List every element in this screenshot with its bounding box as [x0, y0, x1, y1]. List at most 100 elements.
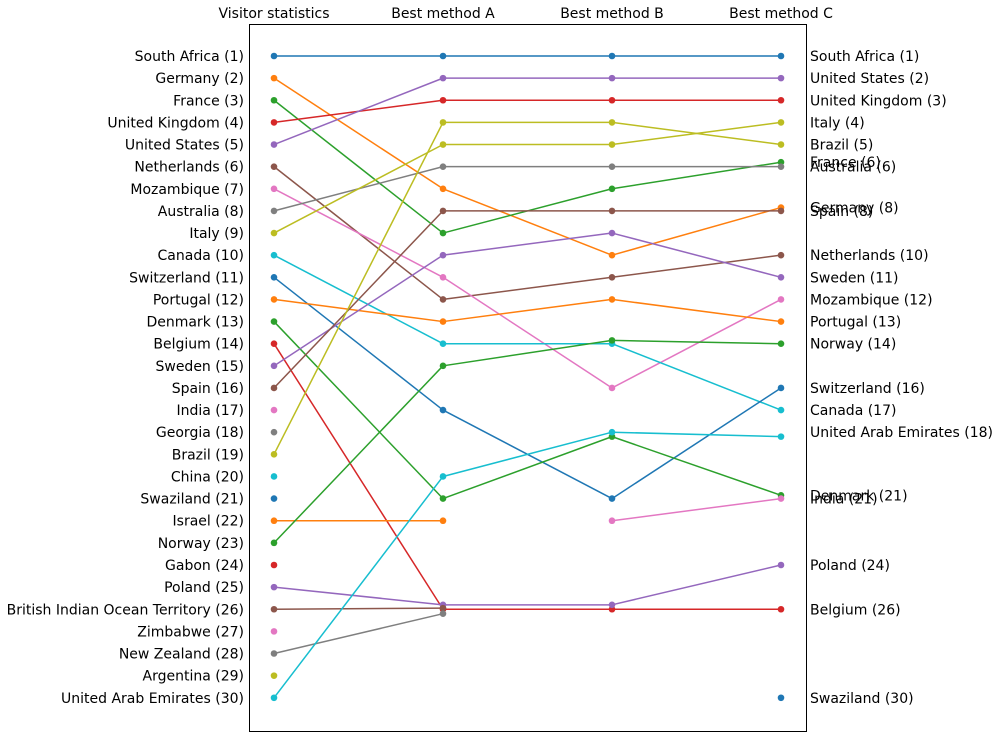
left-tick-label: China (20)	[171, 469, 244, 485]
series-line-segment	[442, 232, 613, 256]
series-line-segment	[273, 143, 444, 234]
series-line-segment	[273, 607, 444, 610]
data-point	[777, 251, 785, 259]
series-line-segment	[442, 298, 613, 323]
series-line-segment	[273, 476, 444, 699]
left-tick-label: India (17)	[176, 403, 244, 419]
series-line-segment	[611, 497, 782, 522]
left-tick-label: Zimbabwe (27)	[137, 624, 244, 640]
right-tick-label: Sweden (11)	[810, 270, 899, 286]
data-point	[439, 96, 447, 104]
series-line-segment	[611, 435, 782, 496]
series-line-segment	[611, 121, 782, 146]
left-tick-label: Switzerland (11)	[129, 270, 244, 286]
data-point	[270, 451, 278, 458]
data-point	[270, 207, 278, 215]
left-tick-label: Swaziland (21)	[140, 492, 244, 508]
data-point	[270, 384, 278, 392]
column-header: Best method A	[391, 6, 495, 22]
series-line-segment	[273, 254, 444, 367]
right-tick-label: Spain (8)	[810, 204, 873, 220]
data-point	[608, 141, 616, 148]
data-point	[270, 583, 278, 591]
data-point	[608, 119, 616, 126]
data-point	[270, 495, 278, 502]
data-point	[608, 251, 616, 259]
left-tick-label: Georgia (18)	[156, 425, 244, 441]
data-point	[439, 406, 447, 414]
left-tick-label: Canada (10)	[158, 248, 244, 264]
right-tick-label: Swaziland (30)	[810, 691, 914, 707]
left-tick-label: Poland (25)	[164, 580, 244, 596]
left-tick-label: Australia (8)	[158, 204, 244, 220]
data-point	[270, 74, 278, 82]
data-point	[439, 74, 447, 82]
right-tick-label: Poland (24)	[810, 558, 890, 574]
data-point	[608, 96, 616, 104]
data-point	[270, 251, 278, 259]
data-point	[777, 406, 785, 414]
data-point	[270, 340, 278, 347]
series-line-segment	[611, 298, 782, 323]
data-point	[439, 274, 447, 281]
left-tick-label: Sweden (15)	[155, 359, 244, 375]
left-tick-label: United Arab Emirates (30)	[61, 691, 244, 707]
series-line-segment	[273, 365, 444, 544]
column-header: Best method C	[729, 6, 833, 22]
series-line-segment	[442, 188, 613, 256]
right-tick-label: Brazil (5)	[810, 138, 873, 154]
data-point	[270, 163, 278, 170]
series-line-segment	[442, 431, 613, 478]
right-tick-label: Canada (17)	[810, 403, 896, 419]
right-tick-label: Switzerland (16)	[810, 381, 925, 397]
data-point	[270, 318, 278, 325]
data-point	[777, 74, 785, 82]
left-tick-label: Brazil (19)	[172, 447, 244, 463]
series-line-segment	[611, 342, 782, 411]
data-point	[270, 672, 278, 679]
data-point	[608, 495, 616, 502]
series-line-segment	[442, 276, 613, 301]
right-tick-label: Norway (14)	[810, 337, 896, 353]
data-point	[439, 296, 447, 303]
data-point	[270, 296, 278, 303]
series-line-segment	[273, 210, 444, 389]
column-headers: Visitor statistics Best method A Best meth…	[218, 6, 833, 22]
series-line-segment	[611, 431, 782, 438]
left-tick-label: Argentina (29)	[143, 669, 244, 685]
data-point	[608, 207, 616, 215]
series-line-segment	[611, 232, 782, 279]
data-point	[439, 362, 447, 370]
left-tick-label: Netherlands (6)	[134, 160, 244, 176]
left-tick-label: Mozambique (7)	[130, 182, 244, 198]
data-point	[270, 229, 278, 237]
series-line-segment	[611, 564, 782, 606]
data-point	[777, 340, 785, 347]
data-point	[608, 384, 616, 392]
data-point	[608, 601, 616, 609]
left-tick-label: United Kingdom (4)	[107, 115, 244, 131]
left-tick-label: Spain (16)	[172, 381, 244, 397]
series-line-segment	[273, 77, 444, 190]
data-point	[777, 296, 785, 303]
right-tick-label: Germany (8)	[810, 201, 899, 217]
right-tick-labels: South Africa (1) United States (2) United …	[810, 49, 993, 707]
data-point	[270, 185, 278, 193]
series-line-segment	[273, 586, 444, 606]
left-tick-label: Germany (2)	[155, 71, 244, 87]
right-tick-label: Mozambique (12)	[810, 292, 933, 308]
left-tick-label: Israel (22)	[173, 514, 244, 530]
series-line-segment	[273, 612, 444, 655]
data-point	[608, 185, 616, 193]
data-point	[608, 274, 616, 281]
column-header: Visitor statistics	[218, 6, 329, 22]
data-point	[777, 163, 785, 170]
data-point	[608, 296, 616, 303]
left-tick-label: New Zealand (28)	[119, 647, 244, 663]
data-point	[777, 207, 785, 215]
right-tick-label: France (6)	[810, 155, 881, 171]
series-line-segment	[611, 387, 782, 500]
right-tick-label: Netherlands (10)	[810, 248, 929, 264]
data-point	[439, 207, 447, 215]
